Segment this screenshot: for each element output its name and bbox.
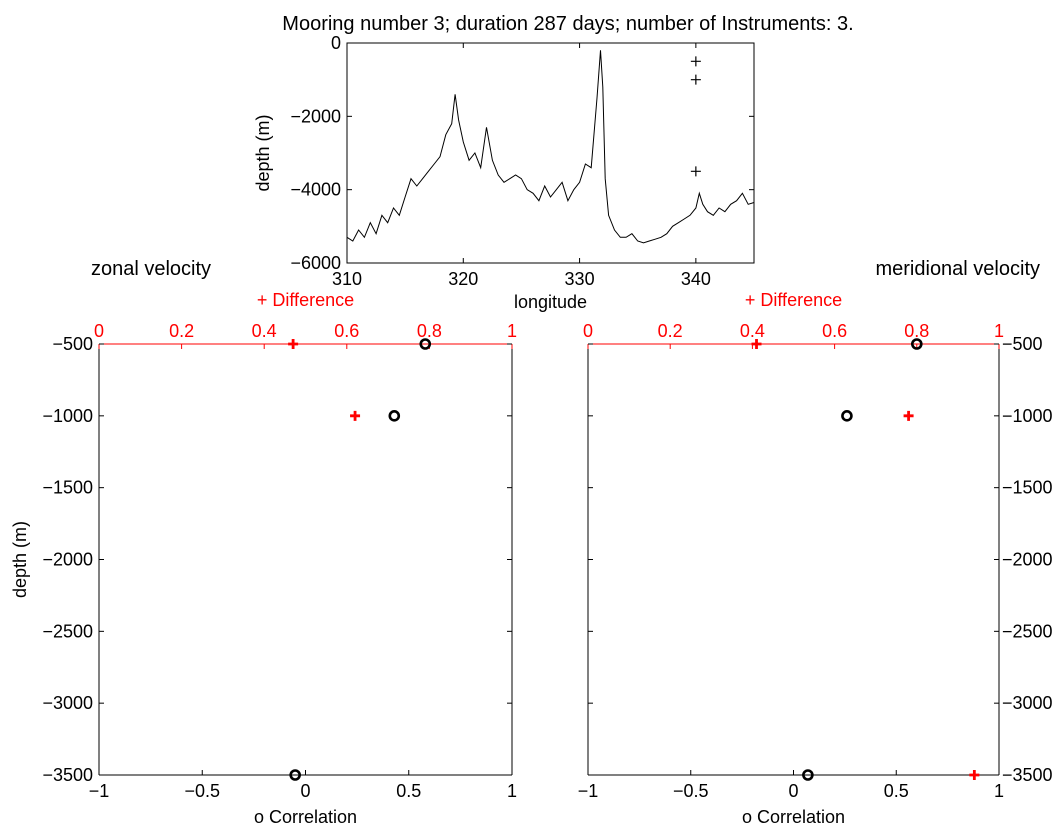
- y-tick-label: 0: [331, 33, 341, 53]
- top-tick-label: 1: [507, 321, 517, 341]
- y-tick-label: −1000: [1002, 406, 1053, 426]
- x-tick-label: 320: [448, 269, 478, 289]
- difference-point: [288, 339, 299, 349]
- y-tick-label: −500: [52, 334, 93, 354]
- top-tick-label: 0: [583, 321, 593, 341]
- x-tick-label: 0.5: [884, 781, 909, 801]
- y-tick-label: −1000: [42, 406, 93, 426]
- x-tick-label: −0.5: [184, 781, 220, 801]
- x-tick-label: −0.5: [673, 781, 709, 801]
- y-tick-label: −3500: [42, 765, 93, 785]
- top-tick-label: 0.6: [334, 321, 359, 341]
- correlation-point: [289, 769, 301, 781]
- difference-point: [903, 410, 914, 421]
- x-tick-label: 1: [994, 781, 1004, 801]
- top-tick-label: 1: [994, 321, 1004, 341]
- top-tick-label: 0.2: [169, 321, 194, 341]
- instrument-marker: [690, 74, 701, 85]
- top-axis-label: + Difference: [745, 290, 842, 310]
- y-tick-label: −1500: [1002, 478, 1053, 498]
- meridional-velocity-axes: −1 −0.5 0 0.5 10 0.2 0.4 0.6 0.8 1−500−1000−1500−…: [578, 258, 1053, 826]
- x-tick-label: 1: [507, 781, 517, 801]
- y-axis-label: depth (m): [253, 114, 273, 191]
- figure-title: Mooring number 3; duration 287 days; num…: [282, 13, 853, 35]
- x-tick-label: −1: [89, 781, 110, 801]
- plot-frame: [346, 42, 755, 264]
- y-tick-label: −3000: [1002, 693, 1053, 713]
- x-axis-label: o Correlation: [742, 807, 845, 826]
- difference-point: [969, 770, 980, 780]
- top-axis-label: + Difference: [257, 290, 354, 310]
- x-tick-label: −1: [578, 781, 599, 801]
- y-tick-label: −3500: [1002, 765, 1053, 785]
- instrument-marker: [690, 166, 701, 177]
- y-tick-label: −2500: [42, 621, 93, 641]
- panel-title: meridional velocity: [875, 258, 1040, 280]
- difference-point: [350, 410, 361, 421]
- x-tick-label: 0: [788, 781, 798, 801]
- difference-point: [751, 339, 762, 349]
- x-axis-label: o Correlation: [254, 807, 357, 826]
- top-tick-label: 0.4: [252, 321, 277, 341]
- bathymetry-axes: 310 320 330 340 0 −2000 −4000 −6000 longitude dep…: [253, 33, 755, 312]
- y-tick-label: −2500: [1002, 621, 1053, 641]
- y-axis-label: depth (m): [10, 521, 30, 598]
- correlation-point: [910, 338, 923, 350]
- top-tick-label: 0.8: [417, 321, 442, 341]
- correlation-point: [802, 769, 814, 781]
- zonal-velocity-axes: −1 −0.5 0 0.5 1 0 0.2 0.4 0.6 0.8 1 −500 −1000 −1500 −…: [10, 258, 517, 826]
- top-tick-label: 0: [94, 321, 104, 341]
- top-tick-label: 0.2: [658, 321, 683, 341]
- x-tick-label: 330: [565, 269, 595, 289]
- y-tick-label: −4000: [290, 180, 341, 200]
- y-tick-label: −3000: [42, 693, 93, 713]
- top-tick-label: 0.8: [904, 321, 929, 341]
- correlation-point: [419, 338, 432, 350]
- top-tick-label: 0.4: [740, 321, 765, 341]
- top-tick-label: 0.6: [822, 321, 847, 341]
- x-axis-label: longitude: [514, 292, 587, 312]
- x-tick-label: 340: [681, 269, 711, 289]
- y-tick-label: −500: [1002, 334, 1043, 354]
- y-tick-label: −2000: [290, 106, 341, 126]
- instrument-marker: [690, 56, 701, 67]
- x-tick-label: 0: [300, 781, 310, 801]
- panel-title: zonal velocity: [91, 258, 211, 280]
- y-tick-label: −1500: [42, 478, 93, 498]
- x-tick-label: 0.5: [396, 781, 421, 801]
- y-tick-label: −6000: [290, 253, 341, 273]
- y-tick-label: −2000: [1002, 550, 1053, 570]
- correlation-point: [388, 410, 401, 422]
- bathymetry-line: [346, 50, 755, 244]
- x-tick-label: 310: [332, 269, 362, 289]
- y-tick-label: −2000: [42, 550, 93, 570]
- correlation-point: [841, 410, 853, 422]
